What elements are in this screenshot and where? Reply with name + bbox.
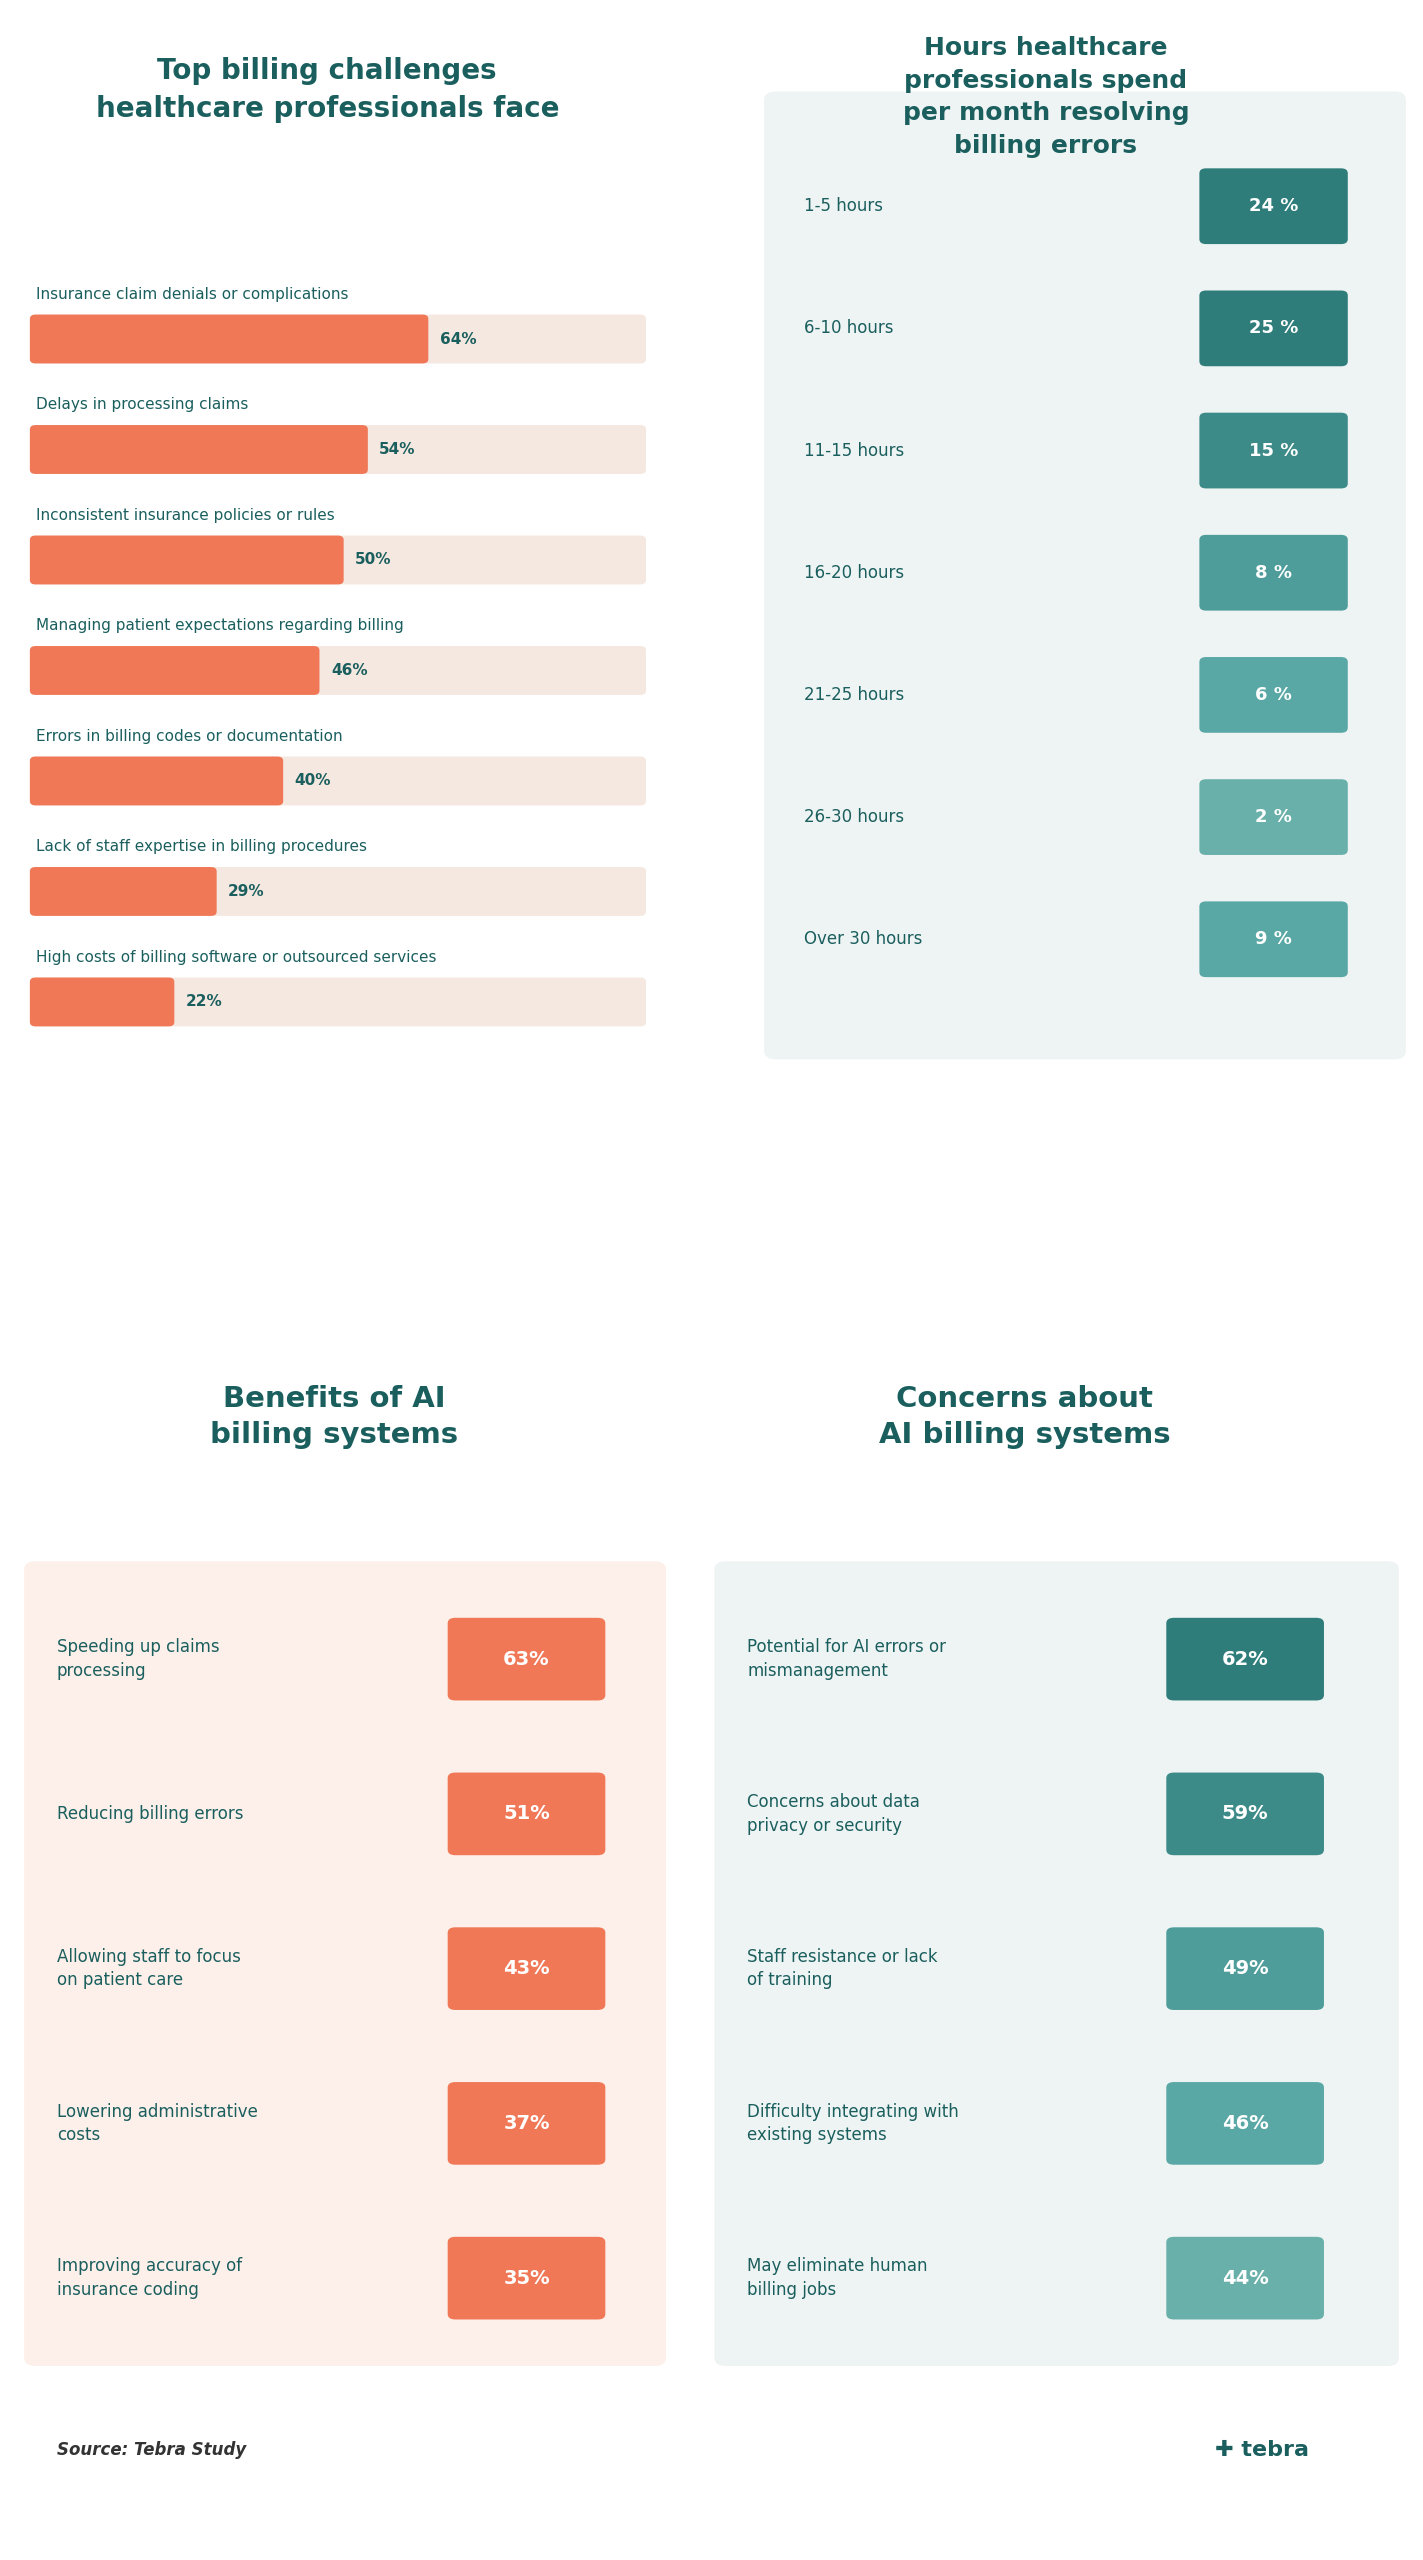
- FancyBboxPatch shape: [1167, 2237, 1323, 2319]
- Text: 49%: 49%: [1222, 1958, 1268, 1979]
- Text: will adopt AI-driven billing systems within: will adopt AI-driven billing systems wit…: [427, 1257, 919, 1280]
- Text: 54%: 54%: [427, 1170, 499, 1198]
- Text: Speeding up claims
processing: Speeding up claims processing: [57, 1638, 219, 1679]
- Text: 29%: 29%: [228, 883, 265, 899]
- FancyBboxPatch shape: [30, 315, 428, 364]
- FancyBboxPatch shape: [1167, 1928, 1323, 2010]
- Text: 26-30 hours: 26-30 hours: [804, 809, 904, 827]
- FancyBboxPatch shape: [30, 868, 646, 916]
- Text: 16-20 hours: 16-20 hours: [804, 563, 904, 581]
- FancyBboxPatch shape: [1167, 1618, 1323, 1700]
- FancyBboxPatch shape: [30, 315, 646, 364]
- Text: Concerns about
AI billing systems: Concerns about AI billing systems: [879, 1385, 1170, 1449]
- Text: 6-10 hours: 6-10 hours: [804, 320, 894, 338]
- FancyBboxPatch shape: [1167, 2081, 1323, 2166]
- Text: 40%: 40%: [295, 773, 332, 788]
- FancyBboxPatch shape: [1200, 901, 1348, 978]
- FancyBboxPatch shape: [448, 1772, 605, 1856]
- FancyBboxPatch shape: [30, 645, 646, 694]
- FancyBboxPatch shape: [1167, 1772, 1323, 1856]
- Text: Allowing staff to focus
on patient care: Allowing staff to focus on patient care: [57, 1948, 240, 1989]
- FancyBboxPatch shape: [30, 758, 646, 806]
- Text: 9 %: 9 %: [1255, 929, 1292, 947]
- Text: Improving accuracy of
insurance coding: Improving accuracy of insurance coding: [57, 2258, 242, 2299]
- FancyBboxPatch shape: [448, 2081, 605, 2166]
- FancyBboxPatch shape: [1200, 535, 1348, 612]
- FancyBboxPatch shape: [30, 978, 175, 1027]
- Text: 46%: 46%: [330, 663, 367, 678]
- Text: 30%: 30%: [814, 1334, 881, 1362]
- Text: Potential for AI errors or
mismanagement: Potential for AI errors or mismanagement: [747, 1638, 946, 1679]
- FancyBboxPatch shape: [30, 868, 216, 916]
- Text: 11-15 hours: 11-15 hours: [804, 440, 904, 461]
- Text: Lack of staff expertise in billing procedures: Lack of staff expertise in billing proce…: [36, 840, 367, 855]
- Text: May eliminate human
billing jobs: May eliminate human billing jobs: [747, 2258, 928, 2299]
- Text: say it's likely that their organization: say it's likely that their organization: [566, 1175, 998, 1198]
- Text: 63%: 63%: [504, 1649, 549, 1669]
- Text: 62%: 62%: [1222, 1649, 1268, 1669]
- Text: Source: Tebra Study: Source: Tebra Study: [57, 2440, 246, 2460]
- Text: 21-25 hours: 21-25 hours: [804, 686, 904, 704]
- Text: Benefits of AI
billing systems: Benefits of AI billing systems: [211, 1385, 458, 1449]
- Text: Concerns about data
privacy or security: Concerns about data privacy or security: [747, 1792, 919, 1836]
- FancyBboxPatch shape: [30, 758, 283, 806]
- Text: 51%: 51%: [504, 1805, 549, 1823]
- Text: the next 1-2 years, and: the next 1-2 years, and: [427, 1339, 710, 1362]
- FancyBboxPatch shape: [1200, 412, 1348, 489]
- Text: 43%: 43%: [504, 1958, 549, 1979]
- Text: Reducing billing errors: Reducing billing errors: [57, 1805, 243, 1823]
- FancyBboxPatch shape: [764, 92, 1406, 1060]
- FancyBboxPatch shape: [1200, 289, 1348, 366]
- FancyBboxPatch shape: [30, 535, 344, 584]
- FancyBboxPatch shape: [30, 535, 646, 584]
- FancyBboxPatch shape: [30, 645, 319, 694]
- Text: 1-5 hours: 1-5 hours: [804, 197, 884, 215]
- Text: Insurance claim denials or complications: Insurance claim denials or complications: [36, 287, 349, 302]
- Text: 50%: 50%: [356, 553, 391, 568]
- FancyBboxPatch shape: [448, 1928, 605, 2010]
- FancyBboxPatch shape: [1200, 658, 1348, 732]
- Text: High costs of billing software or outsourced services: High costs of billing software or outsou…: [36, 950, 435, 965]
- Text: 35%: 35%: [504, 2268, 549, 2289]
- FancyBboxPatch shape: [448, 1618, 605, 1700]
- Text: 6 %: 6 %: [1255, 686, 1292, 704]
- Text: 64%: 64%: [440, 330, 477, 346]
- FancyBboxPatch shape: [30, 978, 646, 1027]
- Text: already have.: already have.: [911, 1339, 1079, 1362]
- Text: 15 %: 15 %: [1249, 440, 1298, 461]
- Text: 22%: 22%: [185, 993, 222, 1009]
- Text: 54%: 54%: [379, 443, 416, 458]
- Text: Managing patient expectations regarding billing: Managing patient expectations regarding …: [36, 620, 403, 632]
- Text: 46%: 46%: [1222, 2115, 1268, 2132]
- FancyBboxPatch shape: [448, 2237, 605, 2319]
- Text: Errors in billing codes or documentation: Errors in billing codes or documentation: [36, 730, 342, 745]
- Text: 24 %: 24 %: [1249, 197, 1298, 215]
- Text: 59%: 59%: [1222, 1805, 1268, 1823]
- Text: Staff resistance or lack
of training: Staff resistance or lack of training: [747, 1948, 938, 1989]
- Text: 25 %: 25 %: [1249, 320, 1298, 338]
- Text: ✚ tebra: ✚ tebra: [1215, 2440, 1309, 2460]
- Text: 44%: 44%: [1222, 2268, 1268, 2289]
- Text: Top billing challenges
healthcare professionals face: Top billing challenges healthcare profes…: [95, 56, 559, 123]
- FancyBboxPatch shape: [30, 425, 646, 474]
- Text: Lowering administrative
costs: Lowering administrative costs: [57, 2102, 258, 2145]
- Text: Inconsistent insurance policies or rules: Inconsistent insurance policies or rules: [36, 507, 334, 522]
- Text: Over 30 hours: Over 30 hours: [804, 929, 922, 947]
- FancyBboxPatch shape: [30, 425, 367, 474]
- Text: 37%: 37%: [504, 2115, 549, 2132]
- FancyBboxPatch shape: [24, 1562, 666, 2365]
- Text: Difficulty integrating with
existing systems: Difficulty integrating with existing sys…: [747, 2102, 959, 2145]
- FancyBboxPatch shape: [1200, 169, 1348, 243]
- Text: Delays in processing claims: Delays in processing claims: [36, 397, 248, 412]
- Text: 2 %: 2 %: [1255, 809, 1292, 827]
- Text: 8 %: 8 %: [1255, 563, 1292, 581]
- FancyBboxPatch shape: [714, 1562, 1399, 2365]
- Text: Hours healthcare
professionals spend
per month resolving
billing errors: Hours healthcare professionals spend per…: [902, 36, 1190, 159]
- FancyBboxPatch shape: [1200, 778, 1348, 855]
